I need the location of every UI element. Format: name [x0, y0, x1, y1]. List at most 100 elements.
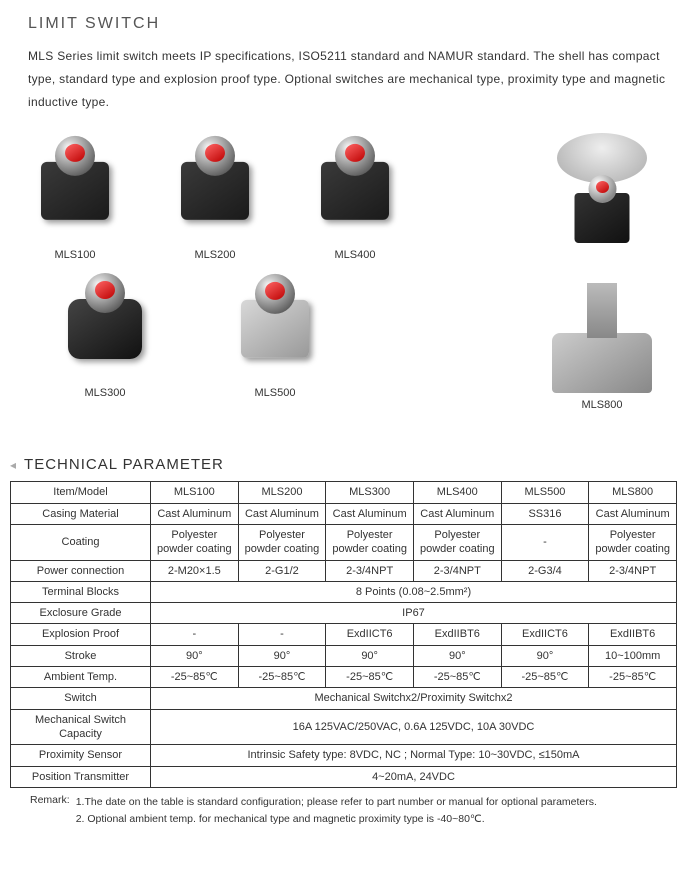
product-image — [300, 133, 410, 243]
product-mls200: MLS200 — [160, 133, 270, 261]
table-row: Stroke 90° 90° 90° 90° 90° 10~100mm — [11, 645, 677, 666]
cell: Polyester powder coating — [413, 524, 501, 560]
remark-line: 2. Optional ambient temp. for mechanical… — [76, 811, 597, 828]
product-mls300: MLS300 — [50, 271, 160, 399]
table-row: Position Transmitter 4~20mA, 24VDC — [11, 766, 677, 787]
cell-head: Coating — [11, 524, 151, 560]
cell: Cast Aluminum — [238, 503, 326, 524]
cell: - — [238, 624, 326, 645]
arrow-icon: ◂ — [10, 458, 16, 472]
cell-head: Proximity Sensor — [11, 745, 151, 766]
product-label: MLS500 — [220, 387, 330, 399]
cell: 90° — [326, 645, 414, 666]
table-row: Coating Polyester powder coating Polyest… — [11, 524, 677, 560]
products-gallery: MLS100 MLS200 MLS400 MLS300 ML — [10, 133, 677, 431]
cell: Polyester powder coating — [326, 524, 414, 560]
table-row: Explosion Proof - - ExdIICT6 ExdIIBT6 Ex… — [11, 624, 677, 645]
cell: 10~100mm — [589, 645, 677, 666]
table-row: Proximity Sensor Intrinsic Safety type: … — [11, 745, 677, 766]
cell: 16A 125VAC/250VAC, 0.6A 125VDC, 10A 30VD… — [151, 709, 677, 745]
cell: SS316 — [501, 503, 589, 524]
cell-head: Stroke — [11, 645, 151, 666]
product-mls100: MLS100 — [20, 133, 130, 261]
remarks: Remark: 1.The date on the table is stand… — [10, 794, 677, 828]
product-label: MLS200 — [160, 249, 270, 261]
cell-head: Exclosure Grade — [11, 603, 151, 624]
cell-head: Terminal Blocks — [11, 581, 151, 602]
cell: 4~20mA, 24VDC — [151, 766, 677, 787]
product-image — [160, 133, 270, 243]
section-header: ◂ TECHNICAL PARAMETER — [10, 456, 677, 473]
cell: -25~85℃ — [238, 667, 326, 688]
product-label: MLS800 — [537, 399, 667, 411]
cell: ExdIIBT6 — [413, 624, 501, 645]
product-label: MLS400 — [300, 249, 410, 261]
product-image — [537, 133, 667, 393]
cell: ExdIICT6 — [501, 624, 589, 645]
cell: 2-3/4NPT — [326, 560, 414, 581]
product-image — [220, 271, 330, 381]
cell: Cast Aluminum — [589, 503, 677, 524]
section-title: TECHNICAL PARAMETER — [24, 456, 224, 473]
product-image — [50, 271, 160, 381]
product-label: MLS300 — [50, 387, 160, 399]
page-title: LIMIT SWITCH — [10, 15, 677, 33]
table-row: Item/Model MLS100 MLS200 MLS300 MLS400 M… — [11, 482, 677, 503]
product-mls500: MLS500 — [220, 271, 330, 399]
cell: -25~85℃ — [589, 667, 677, 688]
product-label: MLS100 — [20, 249, 130, 261]
table-row: Ambient Temp. -25~85℃ -25~85℃ -25~85℃ -2… — [11, 667, 677, 688]
cell-head: Power connection — [11, 560, 151, 581]
cell: MLS100 — [151, 482, 239, 503]
table-row: Power connection 2-M20×1.5 2-G1/2 2-3/4N… — [11, 560, 677, 581]
cell: 2-G1/2 — [238, 560, 326, 581]
cell-head: Mechanical Switch Capacity — [11, 709, 151, 745]
cell: MLS800 — [589, 482, 677, 503]
cell: MLS500 — [501, 482, 589, 503]
cell: IP67 — [151, 603, 677, 624]
cell: - — [151, 624, 239, 645]
cell: 90° — [501, 645, 589, 666]
cell: Mechanical Switchx2/Proximity Switchx2 — [151, 688, 677, 709]
cell: Intrinsic Safety type: 8VDC, NC ; Normal… — [151, 745, 677, 766]
cell: -25~85℃ — [413, 667, 501, 688]
table-row: Terminal Blocks 8 Points (0.08~2.5mm²) — [11, 581, 677, 602]
cell: -25~85℃ — [501, 667, 589, 688]
product-mls800: MLS800 — [537, 133, 667, 411]
cell: -25~85℃ — [151, 667, 239, 688]
cell: 2-3/4NPT — [413, 560, 501, 581]
cell: Cast Aluminum — [151, 503, 239, 524]
cell: MLS400 — [413, 482, 501, 503]
spec-table: Item/Model MLS100 MLS200 MLS300 MLS400 M… — [10, 481, 677, 787]
cell: 2-G3/4 — [501, 560, 589, 581]
cell: MLS200 — [238, 482, 326, 503]
cell: - — [501, 524, 589, 560]
cell: MLS300 — [326, 482, 414, 503]
cell-head: Position Transmitter — [11, 766, 151, 787]
table-row: Exclosure Grade IP67 — [11, 603, 677, 624]
cell-head: Ambient Temp. — [11, 667, 151, 688]
cell: 2-3/4NPT — [589, 560, 677, 581]
cell: Polyester powder coating — [238, 524, 326, 560]
cell-head: Item/Model — [11, 482, 151, 503]
cell-head: Switch — [11, 688, 151, 709]
cell: -25~85℃ — [326, 667, 414, 688]
cell: 8 Points (0.08~2.5mm²) — [151, 581, 677, 602]
cell: ExdIIBT6 — [589, 624, 677, 645]
product-image — [20, 133, 130, 243]
intro-paragraph: MLS Series limit switch meets IP specifi… — [10, 45, 677, 113]
cell-head: Explosion Proof — [11, 624, 151, 645]
cell-head: Casing Material — [11, 503, 151, 524]
cell: Polyester powder coating — [589, 524, 677, 560]
cell: Cast Aluminum — [413, 503, 501, 524]
cell: 90° — [151, 645, 239, 666]
cell: Cast Aluminum — [326, 503, 414, 524]
product-mls400: MLS400 — [300, 133, 410, 261]
cell: 90° — [413, 645, 501, 666]
remarks-label: Remark: — [30, 794, 70, 828]
table-row: Switch Mechanical Switchx2/Proximity Swi… — [11, 688, 677, 709]
table-row: Casing Material Cast Aluminum Cast Alumi… — [11, 503, 677, 524]
cell: ExdIICT6 — [326, 624, 414, 645]
cell: Polyester powder coating — [151, 524, 239, 560]
cell: 90° — [238, 645, 326, 666]
